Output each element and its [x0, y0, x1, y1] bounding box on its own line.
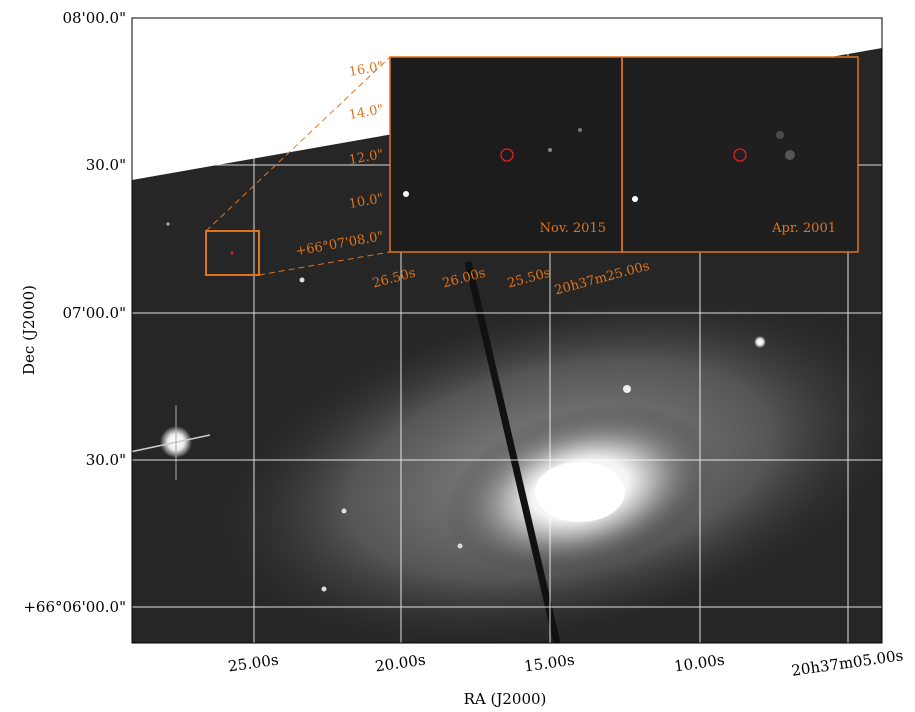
inset: Nov. 2015 Apr. 2001 [389, 56, 859, 253]
y-tick-label: 07'00.0" [62, 304, 126, 322]
frame [131, 17, 883, 644]
x-tick-label: 20h37m05.00s [790, 646, 904, 680]
x-tick-label: 20.00s [374, 651, 427, 676]
y-axis-label: Dec (J2000) [20, 285, 38, 375]
zoom-box [205, 230, 260, 276]
x-tick-label: 10.00s [673, 651, 726, 676]
inset-y-tick-label: 16.0" [348, 59, 385, 80]
y-tick-label: 30.0" [86, 156, 126, 174]
target [230, 251, 234, 255]
x-tick-label: 15.00s [523, 651, 576, 676]
panel-label: Apr. 2001 [771, 221, 836, 236]
y-tick-label: 30.0" [86, 451, 126, 469]
y-tick-label: +66°06'00.0" [23, 598, 126, 616]
x-axis-label: RA (J2000) [464, 690, 547, 708]
zoom-lines [205, 56, 391, 276]
inset-y-tick-label: 14.0" [348, 102, 385, 123]
inset-y-tick-label: 10.0" [348, 191, 385, 212]
y-tick-label: 08'00.0" [62, 9, 126, 27]
x-tick-label: 25.00s [227, 651, 280, 676]
panel-label: Nov. 2015 [540, 221, 606, 236]
inset-y-tick-label: 12.0" [348, 147, 385, 168]
